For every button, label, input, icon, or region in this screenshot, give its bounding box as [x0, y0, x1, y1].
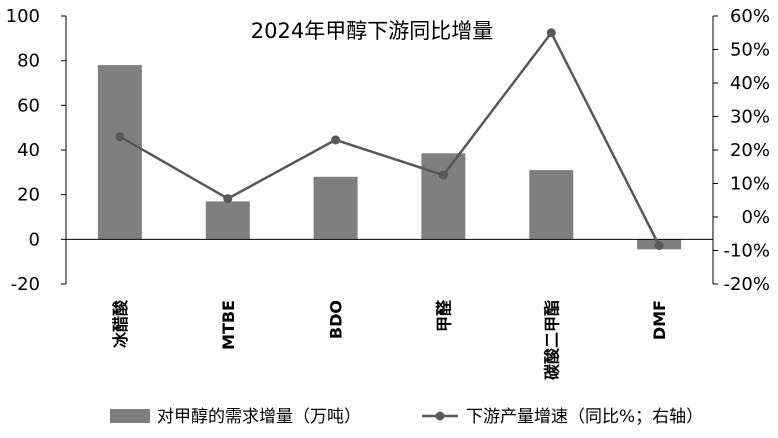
- line-point-5: [654, 241, 664, 250]
- left-tick-label-0: 100: [6, 6, 40, 27]
- right-tick-label-3: 30%: [730, 107, 770, 128]
- right-tick-label-0: 60%: [730, 6, 770, 27]
- category-label-2: BDO: [327, 300, 346, 339]
- legend-bar-swatch: [110, 409, 150, 423]
- right-tick-label-8: -20%: [723, 274, 770, 295]
- category-label-3: 甲醛: [434, 299, 453, 332]
- right-tick-label-7: -10%: [723, 241, 770, 262]
- left-tick-label-1: 80: [17, 51, 40, 72]
- line-point-1: [223, 194, 233, 204]
- legend-bar-label: 对甲醇的需求增量（万吨）: [157, 407, 361, 427]
- bar-4: [529, 170, 574, 240]
- legend-line-marker: [435, 411, 445, 421]
- right-tick-label-6: 0%: [741, 207, 770, 228]
- right-tick-label-5: 10%: [730, 174, 770, 195]
- line-point-0: [115, 132, 125, 142]
- category-label-1: MTBE: [219, 300, 238, 350]
- left-tick-label-4: 20: [17, 185, 40, 206]
- bar-1: [205, 201, 250, 240]
- line-point-2: [331, 135, 341, 145]
- right-tick-label-4: 20%: [730, 140, 770, 161]
- line-point-3: [438, 170, 448, 180]
- bar-2: [313, 176, 358, 240]
- right-tick-label-2: 40%: [730, 73, 770, 94]
- bar-0: [97, 65, 142, 240]
- chart-title: 2024年甲醇下游同比增量: [251, 19, 493, 43]
- line-series: [119, 30, 661, 247]
- legend-line-label: 下游产量增速（同比%；右轴）: [466, 407, 703, 427]
- category-label-5: DMF: [650, 300, 669, 340]
- left-tick-label-5: 0: [29, 229, 40, 250]
- right-tick-label-1: 50%: [730, 40, 770, 61]
- left-tick-label-2: 60: [17, 95, 40, 116]
- category-label-0: 冰醋酸: [111, 299, 130, 348]
- bar-3: [421, 153, 466, 240]
- left-tick-label-3: 40: [17, 140, 40, 161]
- left-tick-label-6: -20: [11, 274, 40, 295]
- category-label-4: 碳酸二甲酯: [542, 300, 561, 380]
- line-point-4: [546, 28, 556, 38]
